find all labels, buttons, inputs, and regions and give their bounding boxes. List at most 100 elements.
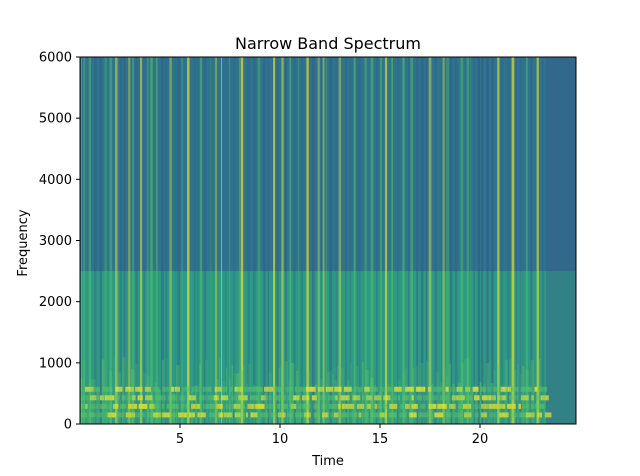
harmonic-segment: [399, 403, 404, 409]
low-frequency-column: [89, 379, 94, 424]
harmonic-segment: [161, 403, 165, 409]
harmonic-segment: [233, 403, 241, 409]
harmonic-segment: [149, 403, 155, 409]
harmonic-segment: [80, 412, 88, 418]
spectrogram-streak: [434, 57, 438, 424]
low-frequency-column: [231, 364, 234, 424]
harmonic-segment: [519, 412, 526, 418]
spectrogram-streak: [215, 57, 218, 424]
harmonic-segment: [341, 412, 349, 418]
low-frequency-column: [130, 369, 135, 424]
y-tick-label: 5000: [39, 112, 72, 127]
spectrogram-streak: [169, 57, 172, 424]
low-frequency-column: [504, 360, 508, 424]
harmonic-segment: [230, 395, 238, 401]
harmonic-segment: [416, 395, 422, 401]
spectrogram-streak: [150, 57, 153, 424]
harmonic-segment: [85, 403, 88, 409]
transient-streaks: [81, 57, 545, 424]
low-frequency-column: [520, 373, 522, 424]
harmonic-segment: [390, 386, 393, 392]
harmonic-segment: [497, 395, 501, 401]
spectrogram-streak: [321, 57, 322, 424]
low-frequency-column: [457, 382, 462, 424]
spectrogram-streak: [83, 57, 86, 424]
harmonic-segment: [88, 412, 94, 418]
spectrogram-streak: [322, 57, 325, 424]
low-frequency-column: [350, 363, 352, 424]
harmonic-segment: [188, 412, 195, 418]
harmonic-segment: [366, 395, 373, 401]
harmonic-segment: [333, 412, 339, 418]
harmonic-segment: [238, 395, 248, 401]
spectrogram-streak: [143, 57, 145, 424]
harmonic-segment: [508, 395, 514, 401]
low-frequency-column: [352, 388, 354, 424]
spectrogram-streak: [460, 57, 464, 424]
harmonic-segment: [370, 386, 379, 392]
harmonic-segment: [493, 386, 499, 392]
harmonic-segment: [116, 395, 120, 401]
low-frequency-column: [340, 368, 344, 424]
spectrogram-streak: [273, 57, 276, 424]
spectrogram-streak: [450, 57, 453, 424]
harmonic-segment: [415, 386, 426, 392]
x-axis-label: Time: [311, 454, 344, 469]
harmonic-segment: [387, 386, 390, 392]
harmonic-segment: [510, 412, 518, 418]
low-frequency-column: [146, 375, 150, 424]
low-frequency-column: [233, 373, 236, 424]
low-frequency-column: [365, 369, 369, 424]
harmonic-segment: [463, 403, 472, 409]
spectrogram-streak: [140, 57, 143, 424]
spectrogram-streak: [522, 57, 524, 424]
low-frequency-column: [311, 396, 314, 424]
spectrogram-streak: [306, 57, 309, 424]
low-frequency-column: [419, 362, 424, 424]
harmonic-segment: [480, 386, 487, 392]
harmonic-segment: [495, 403, 506, 409]
low-frequency-column: [108, 371, 113, 424]
harmonic-segment: [167, 395, 178, 401]
low-frequency-column: [157, 389, 161, 424]
harmonic-segment: [389, 403, 398, 409]
spectrogram-streak: [155, 57, 158, 424]
harmonic-segment: [292, 395, 300, 401]
spectrogram-streak: [267, 57, 269, 424]
harmonic-segment: [240, 403, 246, 409]
spectrogram-streak: [491, 57, 494, 424]
harmonic-segment: [121, 395, 126, 401]
harmonic-segment: [434, 412, 444, 418]
harmonic-segment: [220, 395, 229, 401]
low-frequency-column: [235, 373, 240, 424]
spectrogram-streak: [233, 57, 235, 424]
spectrogram-streak: [329, 57, 333, 424]
low-frequency-column: [512, 369, 517, 424]
harmonic-segment: [277, 412, 286, 418]
low-frequency-column: [412, 367, 415, 424]
harmonic-segment: [285, 386, 294, 392]
spectrogram-streak: [276, 57, 279, 424]
spectrogram-streak: [257, 57, 261, 424]
spectrogram-streak: [229, 57, 230, 424]
spectrogram-streak: [293, 57, 296, 424]
harmonic-segment: [321, 403, 328, 409]
harmonic-segment: [481, 395, 492, 401]
low-frequency-column: [479, 381, 482, 424]
harmonic-segment: [489, 403, 496, 409]
harmonic-segment: [530, 403, 534, 409]
harmonic-segment: [286, 412, 293, 418]
low-frequency-column: [278, 367, 280, 424]
spectrogram-streak: [416, 57, 419, 424]
low-frequency-column: [202, 388, 205, 424]
spectrogram-streak: [477, 57, 481, 424]
harmonic-segment: [161, 412, 171, 418]
harmonic-segment: [325, 386, 334, 392]
harmonic-segment: [408, 412, 417, 418]
harmonic-segment: [507, 386, 512, 392]
low-frequency-column: [344, 388, 346, 424]
harmonic-segment: [379, 412, 387, 418]
spectrogram-streak: [128, 57, 131, 424]
harmonic-segment: [437, 403, 447, 409]
harmonic-segment: [383, 403, 388, 409]
